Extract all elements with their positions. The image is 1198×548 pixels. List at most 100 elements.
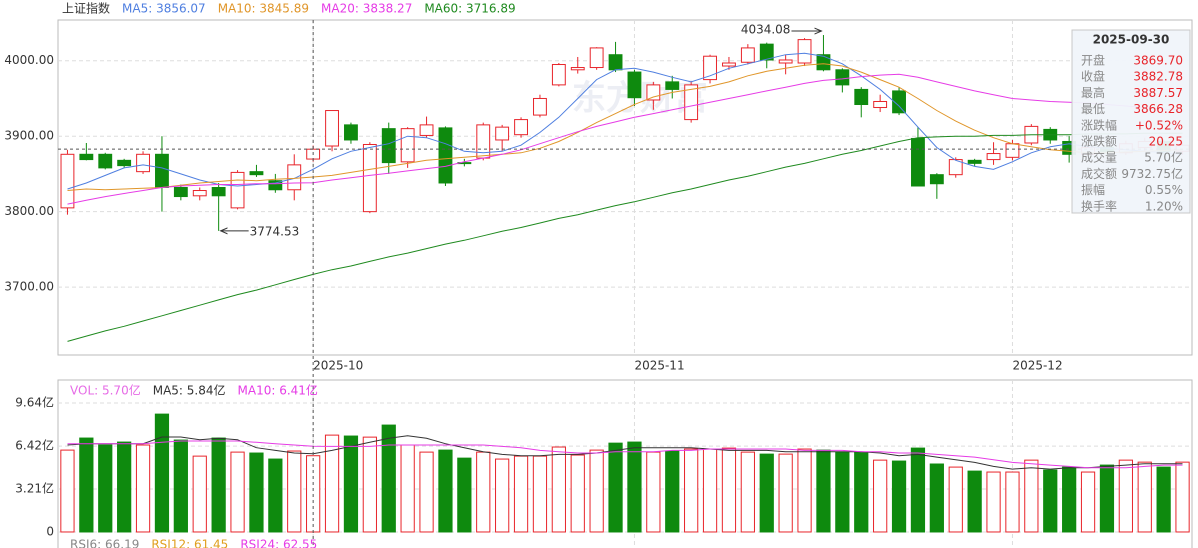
volume-bar [854,451,869,533]
candle-body [873,100,888,109]
volume-bar [721,447,737,533]
volume-bar [551,446,566,533]
volume-bar [570,454,585,533]
candle-body [986,153,1001,161]
candle-body [608,54,623,71]
candle-body [703,55,717,81]
volume-bar [79,437,94,533]
candle-body [684,84,699,121]
min-label: 3774.53 [250,224,300,238]
candle-body [117,159,132,167]
candle-body [438,127,453,184]
x-tick-label: 2025-12 [1012,359,1062,373]
volume-bar [324,434,340,533]
candle-body [381,128,396,164]
candle-body [1005,143,1020,158]
candle-body [514,119,528,136]
x-tick-label: 2025-10 [313,359,363,373]
candle-body [362,143,377,213]
ma-line [67,73,1183,205]
volume-label: VOL: 5.70亿 [70,383,141,398]
volume-bar [249,452,264,533]
volume-bar [873,459,888,533]
volume-bar [98,444,113,533]
candle-body [98,153,113,169]
volume-bar [457,457,472,533]
legend-item: MA10: 6.41亿 [238,383,318,398]
tooltip-label: 涨跌幅 [1081,117,1117,132]
candle-body [589,47,604,69]
volume-bar [381,424,396,533]
candle-body [344,124,358,141]
candle-body [778,59,793,64]
tooltip: 2025-09-30 开盘 3869.70 收盘 3882.78 最高 3887.57 最低 3… [1071,29,1191,214]
y-tick-label: 3700.00 [4,280,54,294]
candle-body [892,90,906,114]
candle-body [79,153,94,161]
rsi-legend-item: RSI6: 66.19 [70,538,139,548]
candle-body [136,153,150,173]
volume-bar [816,449,831,533]
y-tick-label: 3800.00 [4,204,54,218]
volume-bar [192,455,207,533]
volume-bar [1137,461,1152,533]
tooltip-label: 最高 [1081,85,1105,100]
legend-item: MA5: 5.84亿 [153,383,226,398]
candle-body [835,69,850,86]
volume-bar [60,449,75,533]
tooltip-label: 收盘 [1081,69,1105,84]
volume-bar [173,439,188,533]
volume-bar [608,442,623,533]
legend-item: MA20: 3838.27 [321,2,412,16]
y-tick-label: 4000.00 [4,53,54,67]
y-tick-label: 6.42亿 [15,438,54,453]
y-tick-label: 3900.00 [4,129,54,143]
legend-item: MA60: 3716.89 [424,2,515,16]
volume-bar [362,436,377,533]
candle-body [419,124,434,136]
candle-body [948,159,963,176]
volume-bar [778,453,793,533]
candle-body [173,187,188,198]
candle-body [627,71,642,99]
candle-body [570,67,585,71]
volume-bar [665,450,680,533]
rsi-legend-item: RSI24: 62.55 [240,538,317,548]
volume-bar [154,413,170,533]
volume-bar [287,450,302,533]
tooltip-label: 涨跌额 [1081,134,1117,149]
tooltip-label: 成交额 [1081,166,1117,181]
max-label: 4034.08 [741,23,791,37]
volume-bar [211,437,226,533]
tooltip-label: 开盘 [1081,53,1105,68]
ma-line [67,63,1183,191]
tooltip-value: 1.20% [1145,199,1183,213]
candle-body [495,126,510,141]
candle-body [929,174,944,185]
candle-body [740,47,755,63]
price-panel [57,19,1193,356]
volume-bar [230,451,245,533]
volume-bar [268,458,283,533]
candle-body [60,153,75,209]
legend-item: MA5: 3856.07 [122,2,206,16]
volume-bar [513,455,529,533]
volume-bar [740,451,755,533]
x-tick-label: 2025-11 [634,359,684,373]
y-tick-label: 9.64亿 [15,395,54,410]
ma-line [67,440,1183,469]
candle-body [192,190,207,197]
candle-body [759,43,774,61]
candle-body [287,164,302,191]
volume-bar [532,455,548,533]
candle-body [911,137,925,187]
volume-bar [835,451,850,533]
candle-body [211,187,226,197]
tooltip-value: +0.52% [1135,118,1183,132]
tooltip-value: 3866.28 [1133,102,1183,116]
volume-bar [1099,464,1115,533]
ma-line [67,52,1183,190]
volume-bar [967,470,982,533]
volume-bar [986,471,1001,533]
